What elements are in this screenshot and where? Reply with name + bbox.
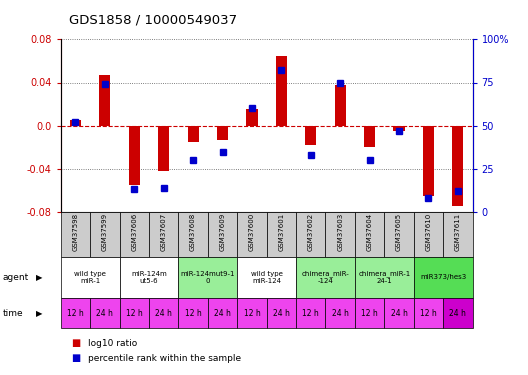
Text: 24 h: 24 h (449, 309, 466, 318)
Bar (452, 126, 464, 207)
Text: agent: agent (3, 273, 29, 282)
Text: GSM37608: GSM37608 (190, 213, 196, 251)
Text: 24 h: 24 h (155, 309, 172, 318)
Bar (217, 126, 228, 140)
Text: 12 h: 12 h (126, 309, 143, 318)
Text: 12 h: 12 h (67, 309, 84, 318)
Text: log10 ratio: log10 ratio (88, 339, 137, 348)
Bar (187, 126, 199, 142)
Bar (423, 126, 434, 196)
Text: 24 h: 24 h (332, 309, 348, 318)
Text: GSM37605: GSM37605 (396, 213, 402, 251)
Text: 24 h: 24 h (214, 309, 231, 318)
Text: wild type
miR-1: wild type miR-1 (74, 271, 106, 284)
Bar (393, 126, 404, 131)
Bar (364, 126, 375, 147)
Text: miR373/hes3: miR373/hes3 (420, 274, 466, 280)
Bar (70, 120, 81, 126)
Text: GSM37599: GSM37599 (102, 213, 108, 251)
Text: miR-124m
ut5-6: miR-124m ut5-6 (131, 271, 167, 284)
Text: ■: ■ (71, 338, 81, 348)
Text: 12 h: 12 h (185, 309, 202, 318)
Text: percentile rank within the sample: percentile rank within the sample (88, 354, 241, 363)
Text: GSM37610: GSM37610 (426, 213, 431, 251)
Bar (99, 75, 110, 126)
Bar (335, 85, 346, 126)
Text: 12 h: 12 h (420, 309, 437, 318)
Text: chimera_miR-
-124: chimera_miR- -124 (301, 271, 350, 284)
Text: wild type
miR-124: wild type miR-124 (251, 271, 282, 284)
Text: ▶: ▶ (36, 273, 43, 282)
Text: GSM37603: GSM37603 (337, 213, 343, 251)
Bar (247, 110, 258, 126)
Text: 12 h: 12 h (361, 309, 378, 318)
Text: 24 h: 24 h (97, 309, 114, 318)
Bar (129, 126, 140, 185)
Text: GSM37606: GSM37606 (131, 213, 137, 251)
Text: GSM37611: GSM37611 (455, 213, 461, 251)
Text: 12 h: 12 h (243, 309, 260, 318)
Text: GSM37609: GSM37609 (220, 213, 225, 251)
Text: 12 h: 12 h (303, 309, 319, 318)
Text: GSM37602: GSM37602 (308, 213, 314, 251)
Text: time: time (3, 309, 23, 318)
Text: GSM37601: GSM37601 (278, 213, 285, 251)
Text: miR-124mut9-1
0: miR-124mut9-1 0 (181, 271, 235, 284)
Bar (276, 56, 287, 126)
Text: GDS1858 / 10000549037: GDS1858 / 10000549037 (69, 13, 237, 26)
Bar (158, 126, 169, 171)
Text: 24 h: 24 h (391, 309, 408, 318)
Text: 24 h: 24 h (273, 309, 290, 318)
Text: ▶: ▶ (36, 309, 43, 318)
Bar (305, 126, 316, 145)
Text: GSM37600: GSM37600 (249, 213, 255, 251)
Text: GSM37607: GSM37607 (161, 213, 167, 251)
Text: ■: ■ (71, 353, 81, 363)
Text: chimera_miR-1
24-1: chimera_miR-1 24-1 (358, 271, 410, 284)
Text: GSM37604: GSM37604 (366, 213, 373, 251)
Text: GSM37598: GSM37598 (72, 213, 79, 251)
